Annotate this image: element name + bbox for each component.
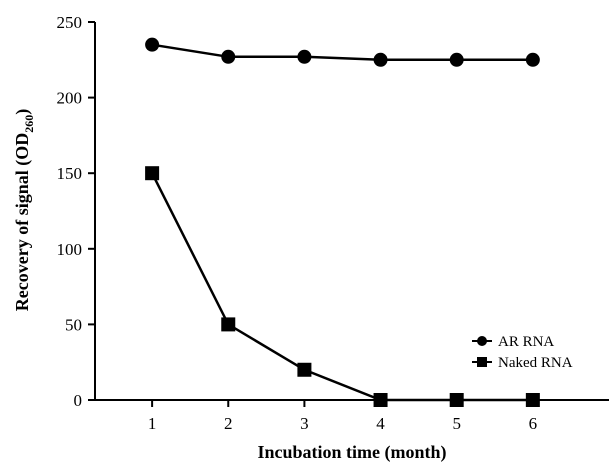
legend-label-ar-rna: AR RNA: [498, 334, 554, 350]
y-tick-label: 150: [57, 164, 83, 183]
data-point-naked-rna: [373, 393, 388, 407]
data-point-naked-rna: [145, 166, 160, 181]
legend-label-naked-rna: Naked RNA: [498, 355, 573, 371]
x-tick-label: 4: [376, 414, 385, 433]
y-tick-label: 100: [57, 240, 83, 259]
series-naked-rna: [145, 166, 540, 407]
series-line-naked-rna: [150, 172, 533, 402]
y-tick-label: 50: [65, 315, 82, 334]
data-point-ar-rna: [145, 37, 160, 52]
x-ticks: 1 2 3 4 5 6: [148, 400, 537, 433]
y-tick-label: 200: [57, 89, 83, 108]
legend-marker-square: [477, 357, 487, 367]
data-point-ar-rna: [373, 52, 388, 67]
data-point-naked-rna: [297, 362, 312, 377]
legend-item-naked-rna: Naked RNA: [472, 355, 573, 371]
x-tick-label: 3: [300, 414, 309, 433]
x-axis-title: Incubation time (month): [257, 442, 446, 463]
series-line-ar-rna: [151, 43, 533, 62]
y-tick-label: 250: [57, 13, 83, 32]
x-tick-label: 5: [452, 414, 461, 433]
x-tick-label: 2: [224, 414, 233, 433]
data-point-ar-rna: [297, 49, 312, 64]
x-tick-label: 6: [529, 414, 538, 433]
y-axis-title: Recovery of signal (OD260): [12, 109, 36, 311]
y-tick-label: 0: [74, 391, 83, 410]
data-point-ar-rna: [221, 49, 236, 64]
legend-marker-circle: [477, 336, 487, 346]
y-axis-title-end: ): [12, 109, 33, 115]
data-point-naked-rna: [525, 393, 540, 407]
y-ticks: 0 50 100 150 200 250: [57, 13, 95, 410]
series-layer: [145, 37, 540, 407]
legend-item-ar-rna: AR RNA: [472, 334, 554, 350]
legend: AR RNA Naked RNA: [472, 334, 573, 371]
y-axis-title-subscript: 260: [22, 115, 36, 133]
series-ar-rna: [145, 37, 540, 67]
x-tick-label: 1: [148, 414, 157, 433]
data-point-naked-rna: [221, 317, 236, 332]
data-point-naked-rna: [449, 393, 464, 407]
y-axis-title-main: Recovery of signal (OD: [12, 133, 33, 311]
data-point-ar-rna: [449, 52, 464, 67]
data-point-ar-rna: [525, 52, 540, 67]
